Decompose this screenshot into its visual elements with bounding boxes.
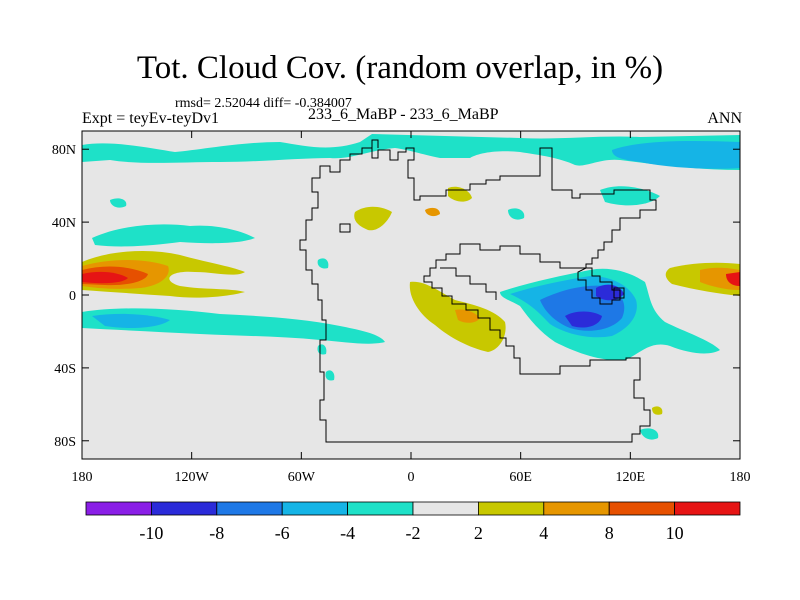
colorbar-swatch [347,501,414,516]
mideast-negative-patch [508,208,525,220]
colorbar-label: 10 [666,523,684,543]
latitude-axis: 80N 40N 0 40S 80S [52,143,740,450]
lat-tick-label: 0 [69,289,76,304]
atlantic-positive-patch [354,206,392,231]
colorbar-swatch [412,501,479,516]
land-outline [299,139,657,443]
north-pacific-positive-max [82,271,128,284]
lon-tick-label: 60E [509,470,532,485]
colorbar-swatch [608,501,676,516]
colorbar-swatch [85,501,152,516]
east-peninsula-outline [577,267,621,305]
east-pacific-positive-max [726,272,740,286]
map-title: Tot. Cloud Cov. (random overlap, in %) [136,50,664,86]
experiment-label: Expt = teyEv-teyDv1 [82,110,219,127]
indian-ocean-negative-max [565,311,602,328]
colorbar: -10 -8 -6 -4 -2 2 4 8 10 [85,501,741,543]
colorbar-label: 8 [605,523,614,543]
arctic-negative-core [612,140,740,169]
bering-small-patch [110,198,127,208]
antarctic-positive-patch [652,406,663,415]
colorbar-swatch [281,501,349,516]
lon-tick-label: 60W [288,470,316,485]
lon-tick-label: 180 [730,470,751,485]
europe-positive-patch [425,207,440,217]
cloud-cover-field [82,131,740,459]
maritime-negative-max [596,284,624,301]
antarctic-small-patch [640,428,659,440]
stats-line: rmsd= 2.52044 diff= -0.384007 [175,96,352,111]
east-pacific-positive-core [700,267,740,290]
season-label: ANN [707,110,742,127]
arctic-negative-region [82,134,740,170]
lon-tick-label: 180 [72,470,93,485]
longitude-axis: 180 120W 60W 0 60E 120E 180 [72,131,751,485]
colorbar-swatch [674,501,741,516]
lat-tick-label: 40N [52,216,76,231]
south-pacific-negative-core [92,313,170,328]
inner-coast-outline [440,267,497,300]
colorbar-label: -8 [209,523,224,543]
colorbar-label: -6 [275,523,290,543]
colorbar-label: 2 [474,523,483,543]
lat-tick-label: 80N [52,143,76,158]
colorbar-label: -2 [406,523,421,543]
colorbar-label: -4 [340,523,355,543]
supercontinent-outline [299,147,657,443]
lat-tick-label: 80S [54,435,76,450]
southern-ocean-small-patch [325,370,335,381]
colorbar-label: 4 [539,523,548,543]
inner-basin-outline [339,223,351,233]
colorbar-swatch [543,501,610,516]
lon-tick-label: 120E [616,470,646,485]
colorbar-swatch [216,501,283,516]
colorbar-swatch [150,501,218,516]
north-pacific-negative [92,224,255,247]
lon-tick-label: 0 [408,470,415,485]
island-outline [613,287,625,299]
siberia-negative-region [600,186,660,206]
lat-tick-label: 40S [54,362,76,377]
lon-tick-label: 120W [175,470,210,485]
atlantic-negative-patch [317,258,329,269]
north-island-outline [371,139,379,148]
colorbar-label: -10 [139,523,163,543]
case-label: 233_6_MaBP - 233_6_MaBP [308,106,499,123]
colorbar-swatch [477,501,545,516]
south-atlantic-positive-core [455,309,480,323]
